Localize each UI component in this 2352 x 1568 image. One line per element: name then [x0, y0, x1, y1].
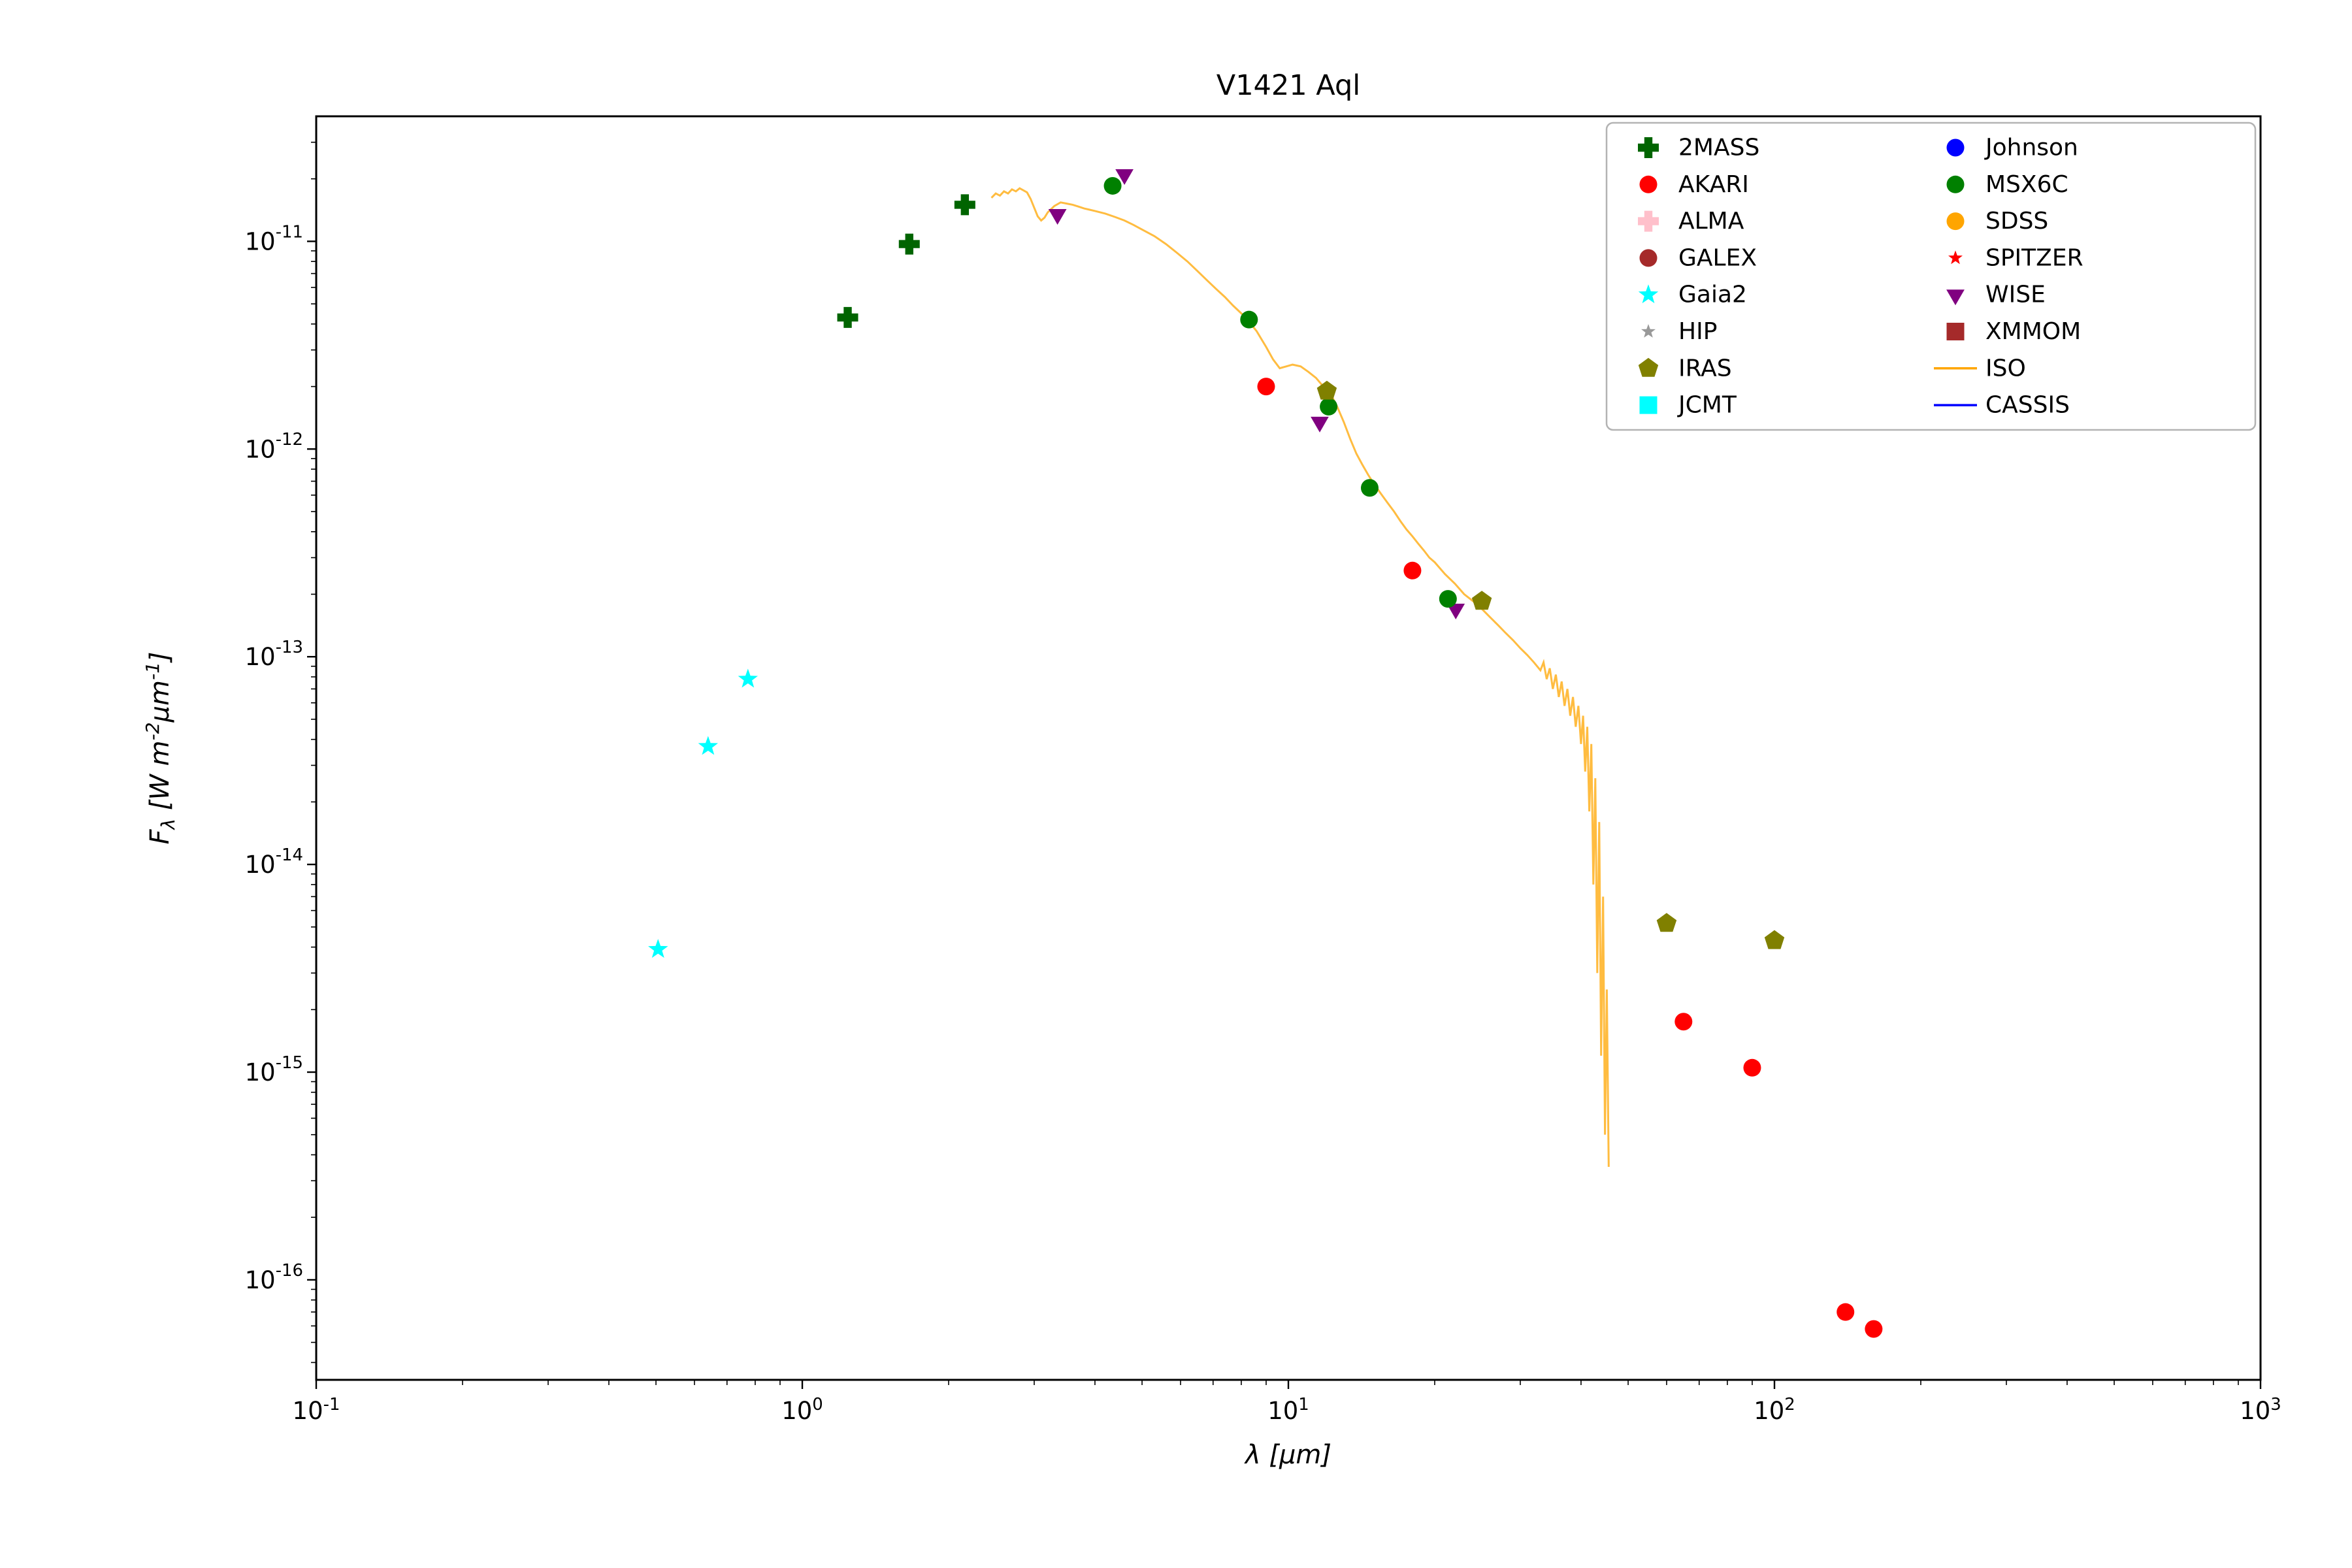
- legend-label-2mass: 2MASS: [1678, 135, 1759, 161]
- legend-msx6c-marker-icon: [1946, 175, 1965, 193]
- x-tick-label: 10-1: [293, 1395, 340, 1425]
- point-iras: [1316, 380, 1337, 400]
- legend-hip-marker-icon: [1641, 324, 1656, 338]
- series-iso: [990, 187, 1610, 1168]
- y-tick-label: 10-13: [245, 638, 303, 671]
- x-tick-label: 102: [1754, 1395, 1795, 1425]
- legend: 2MASS AKARI ALMA GALEX Gaia2 HIP IRAS JCMT Johns…: [1605, 122, 2257, 431]
- point-gaia2: [648, 939, 668, 958]
- point-wise: [1311, 416, 1329, 433]
- legend-jcmt-marker-icon: [1639, 396, 1658, 414]
- axis-ticks: [307, 141, 2262, 1389]
- chart-title: V1421 Aql: [1216, 69, 1361, 102]
- point-msx6c: [1360, 479, 1379, 497]
- legend-alma-marker-icon: [1638, 210, 1659, 232]
- y-tick-label: 10-16: [245, 1261, 303, 1294]
- point-akari: [1674, 1013, 1693, 1031]
- point-iras: [1764, 930, 1785, 949]
- point-akari: [1865, 1320, 1883, 1338]
- legend-xmmom-marker-icon: [1946, 323, 1965, 340]
- x-tick-label: 103: [2240, 1395, 2281, 1425]
- legend-label-sdss: SDSS: [1985, 208, 2048, 235]
- point-wise: [1048, 209, 1067, 225]
- point-2mass: [898, 233, 920, 255]
- x-tick-label: 101: [1267, 1395, 1309, 1425]
- series-2mass: [837, 194, 975, 328]
- x-tick-label: 100: [781, 1395, 823, 1425]
- legend-johnson-marker-icon: [1946, 139, 1965, 157]
- legend-akari-marker-icon: [1639, 175, 1658, 193]
- point-2mass: [954, 194, 975, 216]
- point-msx6c: [1320, 397, 1338, 416]
- point-iras: [1656, 913, 1677, 932]
- y-tick-label: 10-11: [245, 222, 303, 255]
- point-msx6c: [1240, 310, 1258, 329]
- x-axis-label: λ [μm]: [1244, 1440, 1331, 1470]
- legend-label-gaia2: Gaia2: [1678, 282, 1747, 308]
- point-akari: [1257, 378, 1275, 396]
- legend-label-jcmt: JCMT: [1677, 392, 1737, 419]
- legend-label-johnson: Johnson: [1984, 135, 2078, 161]
- legend-label-iso: ISO: [1985, 355, 2026, 382]
- legend-label-spitzer: SPITZER: [1985, 244, 2083, 271]
- tick-labels: 10-1 100 101 102 103 10-16 10-15 10-14 10-13 10-1…: [245, 222, 2281, 1425]
- point-msx6c: [1103, 176, 1122, 195]
- point-gaia2: [738, 668, 758, 688]
- point-2mass: [837, 306, 858, 328]
- point-akari: [1837, 1303, 1855, 1321]
- point-iras: [1471, 591, 1492, 610]
- series-akari: [1257, 378, 1883, 1338]
- legend-sdss-marker-icon: [1946, 212, 1965, 231]
- legend-label-msx6c: MSX6C: [1985, 171, 2068, 198]
- legend-galex-marker-icon: [1639, 249, 1658, 267]
- point-wise: [1446, 604, 1465, 619]
- legend-label-wise: WISE: [1985, 282, 2046, 308]
- point-gaia2: [698, 736, 718, 755]
- legend-wise-marker-icon: [1946, 289, 1965, 306]
- series-iras: [1316, 380, 1785, 949]
- legend-label-iras: IRAS: [1678, 355, 1732, 382]
- legend-box: [1605, 122, 2257, 431]
- point-akari: [1743, 1058, 1761, 1077]
- legend-label-akari: AKARI: [1678, 171, 1749, 198]
- series-msx6c: [1103, 176, 1457, 608]
- legend-label-cassis: CASSIS: [1985, 392, 2070, 419]
- point-wise: [1115, 169, 1134, 185]
- legend-iras-marker-icon: [1638, 357, 1659, 377]
- y-axis-label: Fλ [W m-2μm-1]: [142, 651, 179, 844]
- legend-label-hip: HIP: [1678, 318, 1717, 345]
- point-msx6c: [1439, 590, 1457, 608]
- y-tick-label: 10-15: [245, 1053, 303, 1086]
- y-tick-label: 10-12: [245, 430, 303, 463]
- legend-2mass-marker-icon: [1638, 137, 1659, 158]
- legend-label-xmmom: XMMOM: [1985, 318, 2081, 345]
- series-wise: [1048, 169, 1465, 619]
- legend-spitzer-marker-icon: [1948, 250, 1963, 265]
- series-gaia2: [648, 668, 758, 958]
- legend-label-galex: GALEX: [1678, 244, 1757, 271]
- point-akari: [1403, 561, 1422, 580]
- iso-spectrum-line: [990, 187, 1610, 1168]
- y-tick-label: 10-14: [245, 845, 303, 879]
- legend-gaia2-marker-icon: [1638, 284, 1659, 304]
- legend-label-alma: ALMA: [1678, 208, 1744, 235]
